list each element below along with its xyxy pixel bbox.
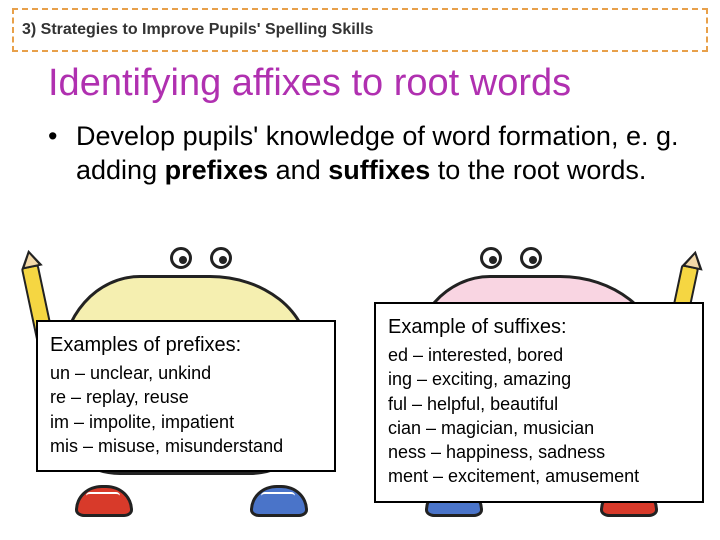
character-eyes bbox=[480, 247, 542, 269]
bullet-mid: and bbox=[268, 155, 328, 185]
suffixes-line: cian – magician, musician bbox=[388, 416, 690, 440]
section-header-box: 3) Strategies to Improve Pupils' Spellin… bbox=[12, 8, 708, 52]
section-header-text: 3) Strategies to Improve Pupils' Spellin… bbox=[22, 21, 373, 39]
shoe-icon bbox=[250, 485, 308, 517]
prefixes-example-box: Examples of prefixes: un – unclear, unki… bbox=[36, 320, 336, 472]
shoe-icon bbox=[75, 485, 133, 517]
suffixes-title: Example of suffixes: bbox=[388, 314, 690, 341]
eye-icon bbox=[170, 247, 192, 269]
suffixes-line: ed – interested, bored bbox=[388, 343, 690, 367]
body-bullet: • Develop pupils' knowledge of word form… bbox=[48, 120, 690, 188]
bullet-bold-suffixes: suffixes bbox=[328, 155, 430, 185]
page-title: Identifying affixes to root words bbox=[48, 62, 571, 105]
suffixes-line: ful – helpful, beautiful bbox=[388, 392, 690, 416]
bullet-post: to the root words. bbox=[430, 155, 646, 185]
bullet-text: Develop pupils' knowledge of word format… bbox=[76, 120, 690, 188]
suffixes-line: ing – exciting, amazing bbox=[388, 367, 690, 391]
suffixes-example-box: Example of suffixes: ed – interested, bo… bbox=[374, 302, 704, 503]
eye-icon bbox=[480, 247, 502, 269]
eye-icon bbox=[520, 247, 542, 269]
prefixes-line: un – unclear, unkind bbox=[50, 361, 322, 385]
prefixes-title: Examples of prefixes: bbox=[50, 332, 322, 359]
eye-icon bbox=[210, 247, 232, 269]
prefixes-line: im – impolite, impatient bbox=[50, 410, 322, 434]
prefixes-line: mis – misuse, misunderstand bbox=[50, 434, 322, 458]
character-eyes bbox=[170, 247, 232, 269]
suffixes-line: ness – happiness, sadness bbox=[388, 440, 690, 464]
suffixes-line: ment – excitement, amusement bbox=[388, 464, 690, 488]
bullet-bold-prefixes: prefixes bbox=[165, 155, 269, 185]
prefixes-line: re – replay, reuse bbox=[50, 385, 322, 409]
bullet-marker: • bbox=[48, 120, 76, 188]
